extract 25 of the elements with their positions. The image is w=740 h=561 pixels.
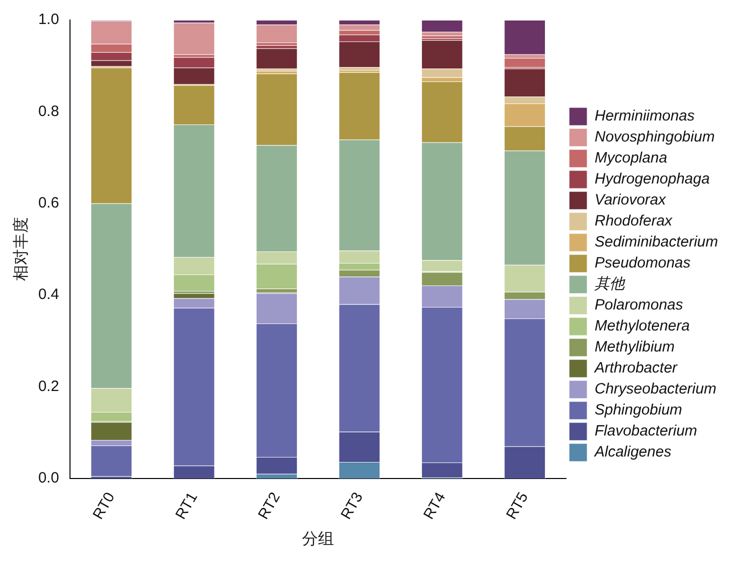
legend-label: Polaromonas	[594, 296, 684, 314]
legend-label: Herminiimonas	[594, 108, 696, 125]
legend-label: Variovorax	[594, 192, 666, 209]
legend-label: 其他	[594, 276, 626, 293]
legend-label: Sphingobium	[594, 402, 682, 419]
y-tick-label: 0.2	[38, 378, 60, 395]
y-tick-label: 0.6	[38, 194, 60, 212]
legend-label: Arthrobacter	[594, 360, 678, 377]
x-axis-title: 分组	[302, 530, 334, 548]
legend-label: Chryseobacterium	[594, 380, 716, 398]
legend-label: Alcaligenes	[594, 444, 672, 461]
y-tick-label: 1.0	[38, 11, 60, 28]
legend-label: Novosphingobium	[594, 128, 715, 146]
legend-label: Flavobacterium	[594, 422, 698, 440]
y-tick-label: 0.4	[38, 286, 60, 304]
legend-label: Methylotenera	[594, 318, 690, 335]
legend-label: Mycoplana	[594, 150, 668, 167]
legend-label: Hydrogenophaga	[594, 170, 710, 188]
legend-label: Pseudomonas	[594, 254, 692, 272]
y-axis-title: 相对丰度	[12, 217, 30, 282]
legend-label: Sediminibacterium	[594, 234, 718, 251]
y-tick-label: 0.8	[38, 102, 60, 120]
legend-label: Methylibium	[594, 338, 675, 356]
legend-label: Rhodoferax	[594, 212, 673, 230]
y-tick-label: 0.0	[38, 470, 60, 487]
